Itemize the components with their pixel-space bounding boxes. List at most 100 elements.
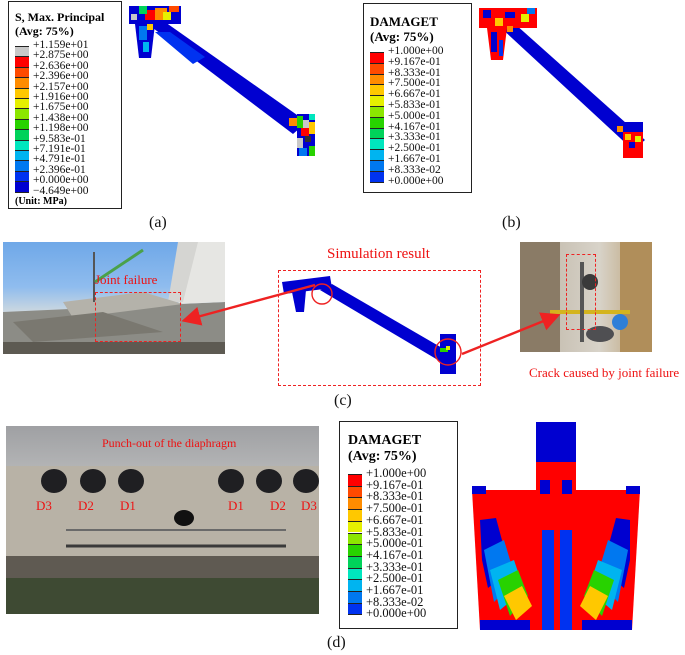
legend-d-label: +6.667e-01 [366, 512, 424, 527]
photo-bridge-collapse: Joint failure [3, 242, 225, 354]
legend-b-label: +5.833e-01 [388, 99, 441, 111]
legend-b-swatch [370, 95, 384, 106]
legend-a-swatch [15, 160, 29, 171]
legend-a-row: +0.000e+00 [15, 174, 155, 193]
legend-b-swatch [370, 149, 384, 160]
legend-d-label: +1.000e+00 [366, 466, 427, 480]
legend-b: DAMAGET (Avg: 75%) +1.000e+00 +9.167e-01 +… [363, 3, 472, 193]
legend-d-label: +7.500e-01 [366, 501, 424, 516]
legend-b-swatch [370, 138, 384, 150]
legend-a-label: +0.000e+00 [33, 174, 89, 187]
legend-a: S, Max. Principal (Avg: 75%) +1.159e+01 +… [8, 1, 122, 209]
legend-a-label: +1.916e+00 [33, 91, 89, 103]
legend-b-label: +5.000e-01 [388, 109, 441, 122]
legend-b-label: +4.167e-01 [388, 120, 441, 133]
legend-a-scale: +1.159e+01 +2.875e+00 +2.636e+00 +2.396e+00… [15, 39, 119, 206]
legend-b-swatch [370, 52, 384, 63]
legend-b-label: +1.000e+00 [388, 45, 444, 57]
diaphragm-label-d1-right: D1 [228, 498, 244, 513]
diaphragm-label-d3-right: D3 [301, 498, 317, 513]
legend-a-subtitle: (Avg: 75%) [15, 24, 74, 38]
legend-b-label: +6.667e-01 [388, 88, 441, 101]
legend-a-swatch [15, 108, 29, 119]
legend-a-label: +1.675e+00 [33, 101, 89, 114]
legend-b-label: +8.333e-01 [388, 66, 441, 79]
legend-a-row: +2.396e+00 [15, 70, 155, 89]
legend-d-label: +9.167e-01 [366, 477, 424, 492]
legend-d-swatch [348, 474, 362, 486]
legend-a-swatch [15, 139, 29, 150]
legend-a-title: S, Max. Principal [15, 10, 105, 24]
legend-a-label: +2.636e+00 [33, 59, 89, 72]
legend-d-label: +8.333e-02 [366, 594, 424, 609]
legend-a-swatch [15, 118, 29, 130]
caption-c: (c) [334, 392, 352, 409]
legend-d-row: +9.167e-01 [348, 478, 488, 498]
legend-b-label: +9.167e-01 [388, 55, 441, 68]
legend-d-swatch [348, 520, 362, 533]
crack-box [566, 254, 596, 330]
legend-a-swatch [15, 98, 29, 109]
legend-a-label: +1.438e+00 [33, 111, 89, 124]
legend-d-row: +8.333e-02 [348, 595, 488, 615]
legend-d-label: +8.333e-01 [366, 489, 424, 504]
legend-a-label: +2.396e+00 [33, 70, 89, 83]
legend-d: DAMAGET (Avg: 75%) +1.000e+00 +9.167e-01 +… [339, 421, 458, 629]
simulation-label: Simulation result [327, 246, 430, 262]
legend-a-swatch [15, 129, 29, 140]
legend-b-label: +8.333e-02 [388, 163, 441, 176]
legend-a-row: +1.438e+00 [15, 112, 155, 131]
legend-b-row: +0.000e+00 [370, 175, 510, 194]
legend-b-swatch [370, 181, 384, 183]
legend-d-row: +7.500e-01 [348, 502, 488, 521]
legend-b-label: +1.667e-01 [388, 153, 441, 165]
legend-d-row: +1.000e+00 [348, 467, 488, 486]
legend-d-swatch [348, 485, 362, 498]
contour-d [472, 422, 640, 630]
legend-a-row: +1.159e+01 [15, 39, 155, 58]
legend-b-row: +3.333e-01 [370, 131, 510, 150]
legend-d-label: +4.167e-01 [366, 547, 424, 562]
legend-b-row: +2.500e-01 [370, 142, 510, 161]
legend-d-row: +0.000e+00 [348, 607, 488, 626]
legend-d-label: +5.000e-01 [366, 536, 424, 551]
arrow-to-joint-failure [181, 283, 316, 326]
legend-d-label: +2.500e-01 [366, 571, 424, 586]
legend-d-label: +5.833e-01 [366, 524, 424, 539]
legend-a-row: +1.916e+00 [15, 91, 155, 110]
legend-b-swatch [370, 160, 384, 171]
unit-label: (Unit: MPa) [15, 196, 67, 207]
legend-b-row: +8.333e-02 [370, 164, 510, 183]
legend-b-swatch [370, 84, 384, 96]
legend-b-swatch [370, 106, 384, 117]
legend-b-row: +6.667e-01 [370, 88, 510, 107]
legend-d-label: +0.000e+00 [366, 606, 427, 621]
legend-d-swatch [348, 567, 362, 580]
legend-b-label: +3.333e-01 [388, 131, 441, 144]
joint-failure-box [95, 292, 181, 342]
legend-a-label: −4.649e+00 [33, 184, 89, 197]
crack-label: Crack caused by joint failure [529, 365, 680, 380]
legend-a-row: −4.649e+00 [15, 185, 155, 204]
legend-b-scale: +1.000e+00 +9.167e-01 +8.333e-01 +7.500e-01… [370, 45, 468, 192]
legend-d-title: DAMAGET [348, 433, 422, 448]
legend-d-row: +2.500e-01 [348, 572, 488, 591]
legend-a-swatch [15, 191, 29, 193]
legend-b-row: +1.667e-01 [370, 153, 510, 172]
legend-a-row: +7.191e-01 [15, 143, 155, 162]
legend-d-row: +8.333e-01 [348, 490, 488, 510]
caption-a: (a) [149, 214, 167, 231]
legend-a-row: +1.198e+00 [15, 122, 155, 141]
legend-a-swatch [15, 66, 29, 78]
photo-diaphragm: Punch-out of the diaphragm D3 D2 D1 D1 D… [6, 426, 319, 614]
diaphragm-label-d3-left: D3 [36, 498, 52, 513]
legend-d-label: +1.667e-01 [366, 583, 424, 597]
legend-d-scale: +1.000e+00 +9.167e-01 +8.333e-01 +7.500e-01… [348, 467, 456, 624]
legend-a-swatch [15, 87, 29, 98]
legend-d-row: +5.833e-01 [348, 525, 488, 545]
legend-a-row: +2.396e-01 [15, 164, 155, 183]
legend-d-swatch [348, 509, 362, 521]
caption-b: (b) [502, 214, 521, 231]
legend-a-swatch [15, 170, 29, 182]
